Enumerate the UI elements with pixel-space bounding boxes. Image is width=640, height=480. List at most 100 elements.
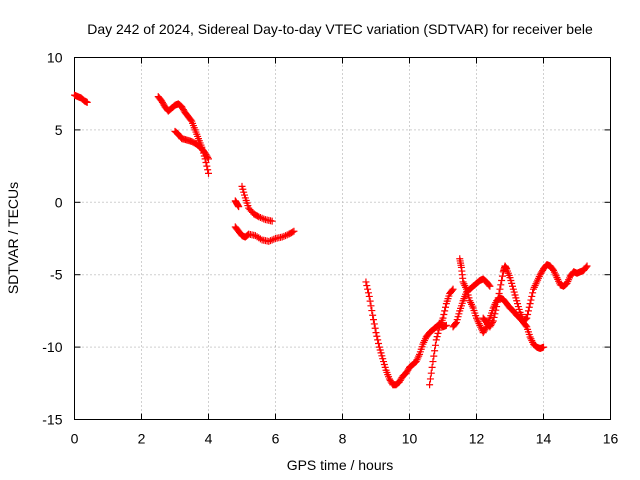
data-point: [266, 237, 274, 245]
data-point: [496, 285, 504, 293]
x-tick-label: 6: [272, 431, 280, 447]
data-point: [427, 369, 435, 377]
data-point: [278, 233, 286, 241]
data-point: [485, 281, 493, 289]
data-point: [435, 326, 443, 334]
data-point: [495, 290, 503, 298]
data-point: [256, 235, 264, 243]
chart-title: Day 242 of 2024, Sidereal Day-to-day VTE…: [87, 21, 593, 37]
data-point: [490, 313, 498, 321]
data-point: [498, 272, 506, 280]
data-point: [243, 232, 251, 240]
x-tick-label: 2: [138, 431, 146, 447]
data-point: [527, 296, 535, 304]
data-point: [373, 332, 381, 340]
data-point: [255, 213, 263, 221]
x-tick-label: 8: [339, 431, 347, 447]
data-point: [369, 316, 377, 324]
data-point: [364, 289, 372, 297]
data-point: [582, 263, 590, 271]
data-point: [489, 317, 497, 325]
data-point: [486, 282, 494, 290]
series-arc5: [231, 223, 298, 245]
data-point: [529, 289, 537, 297]
data-point: [431, 341, 439, 349]
data-point: [367, 302, 375, 310]
data-point: [205, 169, 212, 177]
data-point: [205, 155, 212, 163]
data-point: [365, 292, 373, 300]
x-tick-label: 4: [205, 431, 213, 447]
data-point: [540, 343, 547, 351]
series-arc2: [154, 93, 212, 177]
data-point: [204, 166, 212, 174]
data-point: [493, 303, 501, 311]
data-point: [202, 158, 210, 166]
data-point: [583, 262, 591, 270]
data-point: [439, 314, 447, 322]
data-point: [372, 329, 380, 337]
y-tick-label: -15: [42, 412, 62, 428]
data-point: [521, 316, 529, 324]
data-point: [426, 381, 434, 389]
data-point: [289, 228, 297, 236]
series-arc11: [479, 261, 591, 331]
data-point: [524, 307, 532, 315]
data-point: [525, 303, 533, 311]
data-point: [374, 336, 382, 344]
y-tick-label: -10: [42, 339, 62, 355]
y-tick-label: 5: [55, 122, 63, 138]
data-point: [187, 116, 195, 124]
data-point: [270, 235, 278, 243]
data-point: [432, 336, 440, 344]
y-tick-label: 10: [47, 50, 63, 66]
data-point: [282, 232, 290, 240]
x-tick-label: 10: [402, 431, 418, 447]
data-point: [434, 329, 442, 337]
data-point: [528, 292, 536, 300]
x-axis-label: GPS time / hours: [287, 457, 394, 473]
data-point: [265, 237, 273, 245]
data-point: [494, 294, 502, 302]
data-point: [449, 285, 457, 293]
data-point: [260, 215, 268, 223]
data-layer: [71, 91, 591, 389]
data-point: [366, 297, 374, 305]
data-point: [448, 286, 456, 294]
series-arc1: [71, 91, 91, 106]
series-arc6: [238, 182, 276, 225]
x-tick-label: 12: [469, 431, 485, 447]
y-axis-label: SDTVAR / TECUs: [5, 182, 21, 294]
data-point: [280, 232, 288, 240]
tick-layer: 0 2 4 6 8 10 12 14 16 -15 -10 -5 0 5 10: [42, 50, 618, 447]
data-point: [498, 276, 506, 284]
data-point: [368, 307, 376, 315]
data-point: [491, 310, 499, 318]
data-point: [268, 236, 276, 244]
data-point: [258, 214, 266, 222]
series-arc9: [449, 275, 494, 331]
data-point: [497, 281, 505, 289]
data-point: [256, 214, 264, 222]
data-point: [441, 307, 449, 315]
x-tick-label: 0: [71, 431, 79, 447]
data-point: [364, 285, 372, 293]
data-point: [433, 333, 441, 341]
data-point: [492, 306, 500, 314]
data-point: [371, 324, 379, 332]
x-tick-label: 16: [603, 431, 619, 447]
data-point: [290, 227, 298, 235]
series-arc4: [231, 197, 243, 211]
data-point: [522, 322, 530, 330]
data-point: [522, 315, 530, 323]
data-point: [362, 278, 370, 286]
data-point: [369, 311, 377, 319]
data-point: [429, 358, 437, 366]
y-tick-label: 0: [55, 194, 63, 210]
data-point: [83, 98, 91, 106]
data-point: [428, 363, 436, 371]
data-point: [452, 320, 460, 328]
data-point: [440, 311, 448, 319]
data-point: [204, 153, 212, 161]
